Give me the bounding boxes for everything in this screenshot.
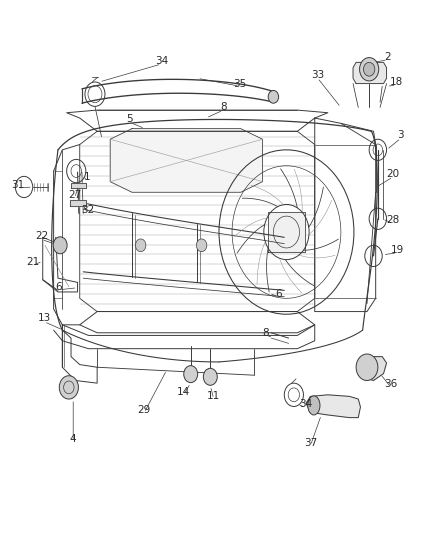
Text: 34: 34: [155, 56, 168, 66]
Circle shape: [53, 237, 67, 254]
Circle shape: [356, 354, 378, 381]
Text: 37: 37: [304, 438, 317, 448]
Polygon shape: [70, 200, 86, 206]
Text: 18: 18: [390, 77, 403, 87]
Text: 36: 36: [384, 379, 398, 389]
Text: 1: 1: [84, 172, 91, 182]
Polygon shape: [360, 357, 387, 381]
Circle shape: [184, 366, 198, 383]
Text: 8: 8: [220, 102, 226, 112]
Text: 6: 6: [56, 281, 62, 292]
Ellipse shape: [308, 396, 320, 415]
Text: 11: 11: [207, 391, 220, 401]
Text: 5: 5: [127, 114, 133, 124]
Polygon shape: [306, 395, 360, 418]
Text: 22: 22: [35, 231, 48, 241]
Text: 34: 34: [300, 399, 313, 409]
Text: 13: 13: [37, 313, 51, 324]
Polygon shape: [353, 62, 387, 84]
Text: 14: 14: [177, 386, 190, 397]
Text: 20: 20: [386, 169, 399, 179]
Text: 33: 33: [311, 70, 324, 79]
Polygon shape: [71, 183, 86, 188]
Circle shape: [364, 62, 375, 76]
Text: 2: 2: [385, 52, 391, 61]
Text: 32: 32: [81, 205, 94, 215]
Circle shape: [59, 376, 78, 399]
Polygon shape: [110, 128, 262, 192]
Polygon shape: [268, 212, 305, 252]
Text: 8: 8: [263, 328, 269, 338]
Circle shape: [203, 368, 217, 385]
Circle shape: [135, 239, 146, 252]
Circle shape: [268, 91, 279, 103]
Text: 3: 3: [398, 130, 404, 140]
Text: 28: 28: [386, 215, 400, 225]
Circle shape: [196, 239, 207, 252]
Text: 6: 6: [276, 289, 283, 299]
Text: 21: 21: [26, 257, 39, 267]
Text: 29: 29: [138, 405, 151, 415]
Text: 4: 4: [70, 434, 77, 444]
Circle shape: [360, 58, 379, 81]
Text: 27: 27: [68, 190, 81, 200]
Text: 19: 19: [391, 245, 404, 255]
Text: 31: 31: [11, 180, 25, 190]
Text: 35: 35: [233, 78, 247, 88]
